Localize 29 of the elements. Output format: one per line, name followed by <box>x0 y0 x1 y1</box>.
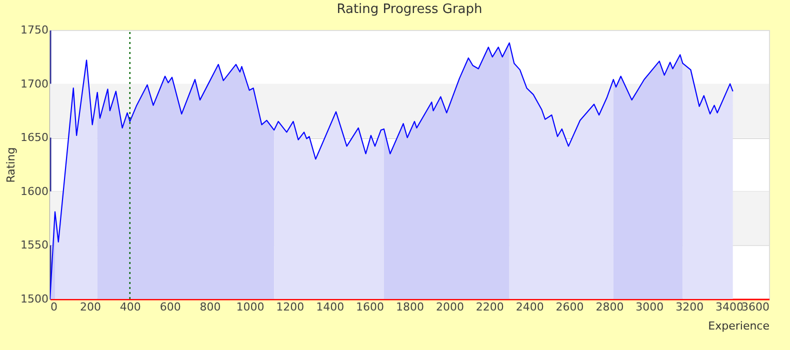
x-tick-label: 1800 <box>396 300 424 314</box>
x-tick-label: 2200 <box>476 300 504 314</box>
x-tick-label: 2800 <box>596 300 624 314</box>
x-tick-label: 0 <box>50 300 58 314</box>
y-tick-label: 1500 <box>20 292 48 306</box>
y-tick-label: 1550 <box>20 238 48 252</box>
x-tick-label: 3600 <box>742 300 770 314</box>
x-axis-title: Experience <box>708 320 770 332</box>
x-tick-label: 2400 <box>516 300 544 314</box>
chart-title: Rating Progress Graph <box>336 2 482 17</box>
x-tick-label: 1000 <box>236 300 264 314</box>
x-tick-label: 2600 <box>556 300 584 314</box>
x-tick-label: 400 <box>120 300 141 314</box>
x-tick-label: 3400 <box>716 300 744 314</box>
y-axis-title: Rating <box>4 147 18 183</box>
x-tick-label: 3000 <box>636 300 664 314</box>
x-tick-label: 800 <box>200 300 221 314</box>
y-tick-label: 1600 <box>20 184 48 198</box>
x-tick-label: 1600 <box>356 300 384 314</box>
y-tick-label: 1650 <box>20 131 48 144</box>
x-tick-label: 2000 <box>436 300 464 314</box>
x-tick-label: 1200 <box>276 300 304 314</box>
y-tick-label: 1750 <box>20 24 48 36</box>
x-tick-label: 200 <box>80 300 101 314</box>
x-tick-label: 3200 <box>676 300 704 314</box>
y-tick-label: 1700 <box>20 77 48 90</box>
x-tick-label: 1400 <box>316 300 344 314</box>
line-series <box>50 42 734 299</box>
x-tick-label: 600 <box>160 300 181 314</box>
